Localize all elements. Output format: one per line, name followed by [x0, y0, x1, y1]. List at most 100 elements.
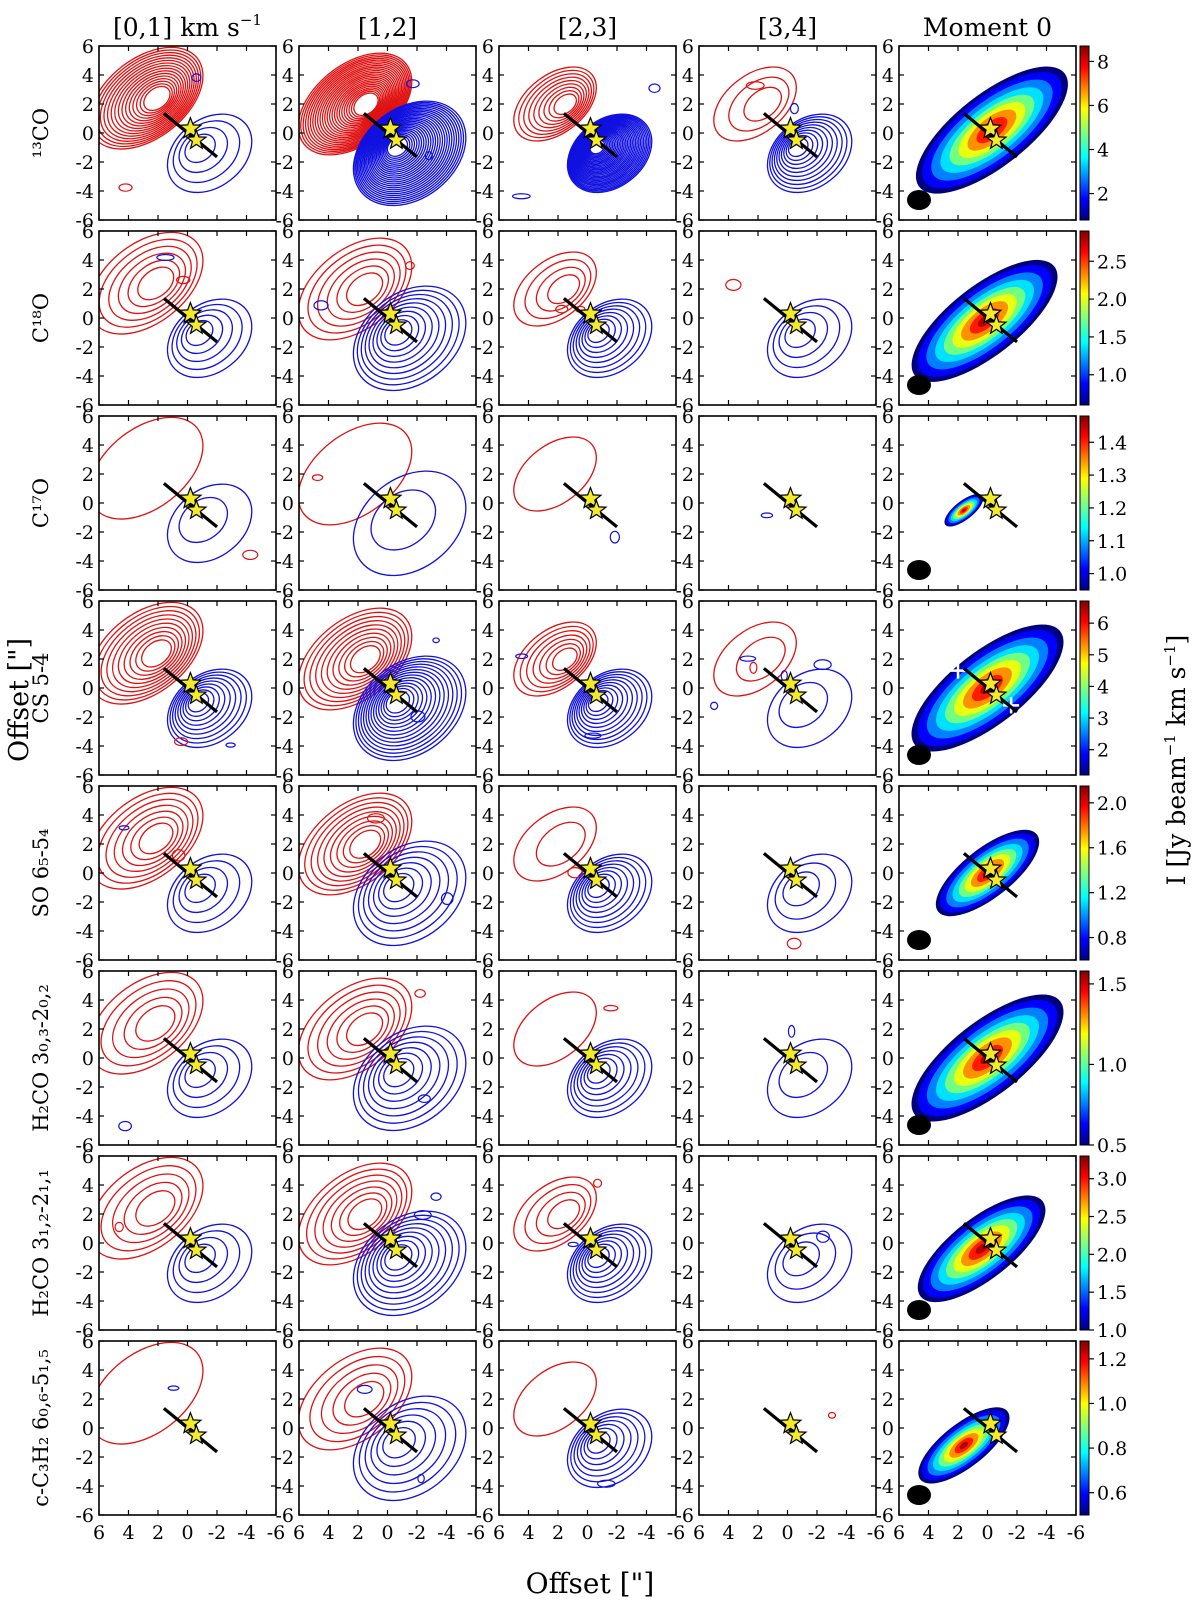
y-tick-label: 6 [682, 36, 694, 58]
protostar-icon [985, 683, 1008, 705]
y-tick-label: -6 [875, 950, 894, 972]
blue-contour [766, 668, 853, 749]
blue-contour [356, 104, 460, 201]
y-tick-label: 4 [82, 250, 94, 272]
red-contour [99, 46, 204, 150]
y-tick-label: -4 [275, 921, 294, 943]
outflow-axis-line [762, 1222, 819, 1269]
y-tick-label: 6 [882, 776, 894, 798]
y-tick-label: 2 [282, 94, 294, 116]
y-tick-label: -2 [675, 1077, 694, 1099]
colorbar-label-exp: −1 [1161, 734, 1179, 756]
row-label: SO 6₅-5₄ [29, 829, 53, 918]
y-tick-label: -4 [475, 736, 494, 758]
y-tick-label: -6 [75, 1505, 94, 1527]
column-header: [1,2] [358, 13, 417, 42]
y-tick-label: 2 [82, 1019, 94, 1041]
stray-contour [511, 193, 531, 200]
red-contour [524, 258, 592, 320]
y-tick-label: -4 [675, 1106, 694, 1128]
y-tick-label: -4 [75, 551, 94, 573]
x-tick-label: 0 [181, 1522, 193, 1544]
y-tick-label: 0 [682, 678, 694, 700]
red-contour [523, 73, 592, 135]
y-tick-label: 6 [82, 1146, 94, 1168]
protostar-icon [378, 1411, 403, 1434]
y-tick-label: -4 [75, 921, 94, 943]
panel-row: ¹³CO 6 4 2 0 -2 -4 -6 6 4 2 0 -2 -4 -6 6 4 2 0 -2 -4 -6 6 4 2 0 -2… [29, 36, 1109, 232]
y-tick-label: -4 [875, 736, 894, 758]
colorbar-tick-label: 3 [1097, 708, 1109, 730]
y-tick-label: 6 [882, 406, 894, 428]
red-contour [99, 54, 197, 142]
protostar-icon [178, 1411, 203, 1434]
colorbar-label-tail: km s [1162, 667, 1191, 735]
y-tick-label: 0 [682, 863, 694, 885]
panel-row: CS 5-4 6 4 2 0 -2 -4 -6 6 4 2 0 -2 -4 -6 6 4 2 0 -2 -4 -6 6 4 2 0… [29, 591, 1109, 787]
y-tick-label: 4 [282, 805, 294, 827]
channel-map-panel: 6 4 2 0 -2 -4 -6 [275, 36, 477, 232]
row-label: C¹⁸O [29, 293, 53, 343]
y-tick-label: -2 [275, 1262, 294, 1284]
protostar-icon [978, 300, 1003, 324]
y-tick-label: 2 [282, 649, 294, 671]
outflow-axis-line [962, 852, 1019, 899]
red-contour [524, 1183, 592, 1245]
y-tick-label: -4 [275, 1106, 294, 1128]
x-tick-label: 4 [122, 1522, 134, 1544]
y-tick-label: 2 [82, 464, 94, 486]
red-contour [342, 824, 386, 864]
y-tick-label: -4 [475, 1106, 494, 1128]
stray-contour [515, 653, 529, 660]
y-tick-label: -4 [475, 181, 494, 203]
y-tick-label: 0 [882, 493, 894, 515]
stray-contour [780, 670, 788, 682]
protostar-icon [378, 855, 403, 879]
blue-contour [166, 1038, 253, 1119]
x-tick-label: 6 [493, 1522, 505, 1544]
colorbar [1079, 785, 1090, 961]
protostar-icon [585, 683, 608, 705]
y-tick-label: 6 [882, 1146, 894, 1168]
red-contour [513, 621, 597, 697]
y-tick-label: 0 [282, 1233, 294, 1255]
red-contour [345, 87, 384, 122]
y-tick-label: 0 [82, 1233, 94, 1255]
stray-contour [118, 1120, 133, 1132]
colorbar-tick-label: 4 [1097, 140, 1109, 162]
y-tick-label: -6 [475, 1135, 494, 1157]
y-tick-label: 0 [282, 863, 294, 885]
y-tick-label: 0 [82, 493, 94, 515]
y-tick-label: -2 [475, 522, 494, 544]
y-tick-label: 6 [682, 1331, 694, 1353]
y-tick-label: -6 [275, 395, 294, 417]
y-tick-label: 2 [882, 1389, 894, 1411]
colorbar-tick-label: 2.5 [1097, 1207, 1127, 1229]
peak-marker [950, 662, 966, 679]
outflow-axis-line [162, 1037, 219, 1084]
y-tick-label: -2 [475, 1262, 494, 1284]
y-tick-label: 2 [82, 279, 94, 301]
y-tick-label: 4 [82, 620, 94, 642]
colorbar-tick-label: 1.0 [1097, 564, 1127, 586]
x-tick-label: -4 [837, 1522, 856, 1544]
column-header: [3,4] [758, 13, 817, 42]
y-tick-label: 4 [682, 1360, 694, 1382]
protostar-icon [178, 1226, 203, 1249]
blue-contour [356, 1214, 460, 1311]
y-tick-label: 2 [682, 279, 694, 301]
colorbar-tick-label: 1.2 [1097, 1349, 1127, 1371]
outflow-axis-line [362, 1407, 419, 1454]
panel-row: C¹⁷O 6 4 2 0 -2 -4 -6 6 4 2 0 -2 -4 -6 6 4 2 0 -2 -4 -6 6 4 2 0 -2… [29, 406, 1127, 602]
red-contour [349, 829, 382, 859]
y-tick-label: 4 [482, 990, 494, 1012]
protostar-icon [185, 1423, 208, 1445]
protostar-icon [178, 300, 203, 324]
red-contour [130, 816, 179, 861]
protostar-icon [778, 1226, 803, 1249]
y-tick-label: -6 [275, 950, 294, 972]
red-contour [135, 1190, 176, 1227]
red-contour [129, 630, 180, 676]
y-tick-label: 6 [682, 406, 694, 428]
y-tick-label: 4 [482, 65, 494, 87]
